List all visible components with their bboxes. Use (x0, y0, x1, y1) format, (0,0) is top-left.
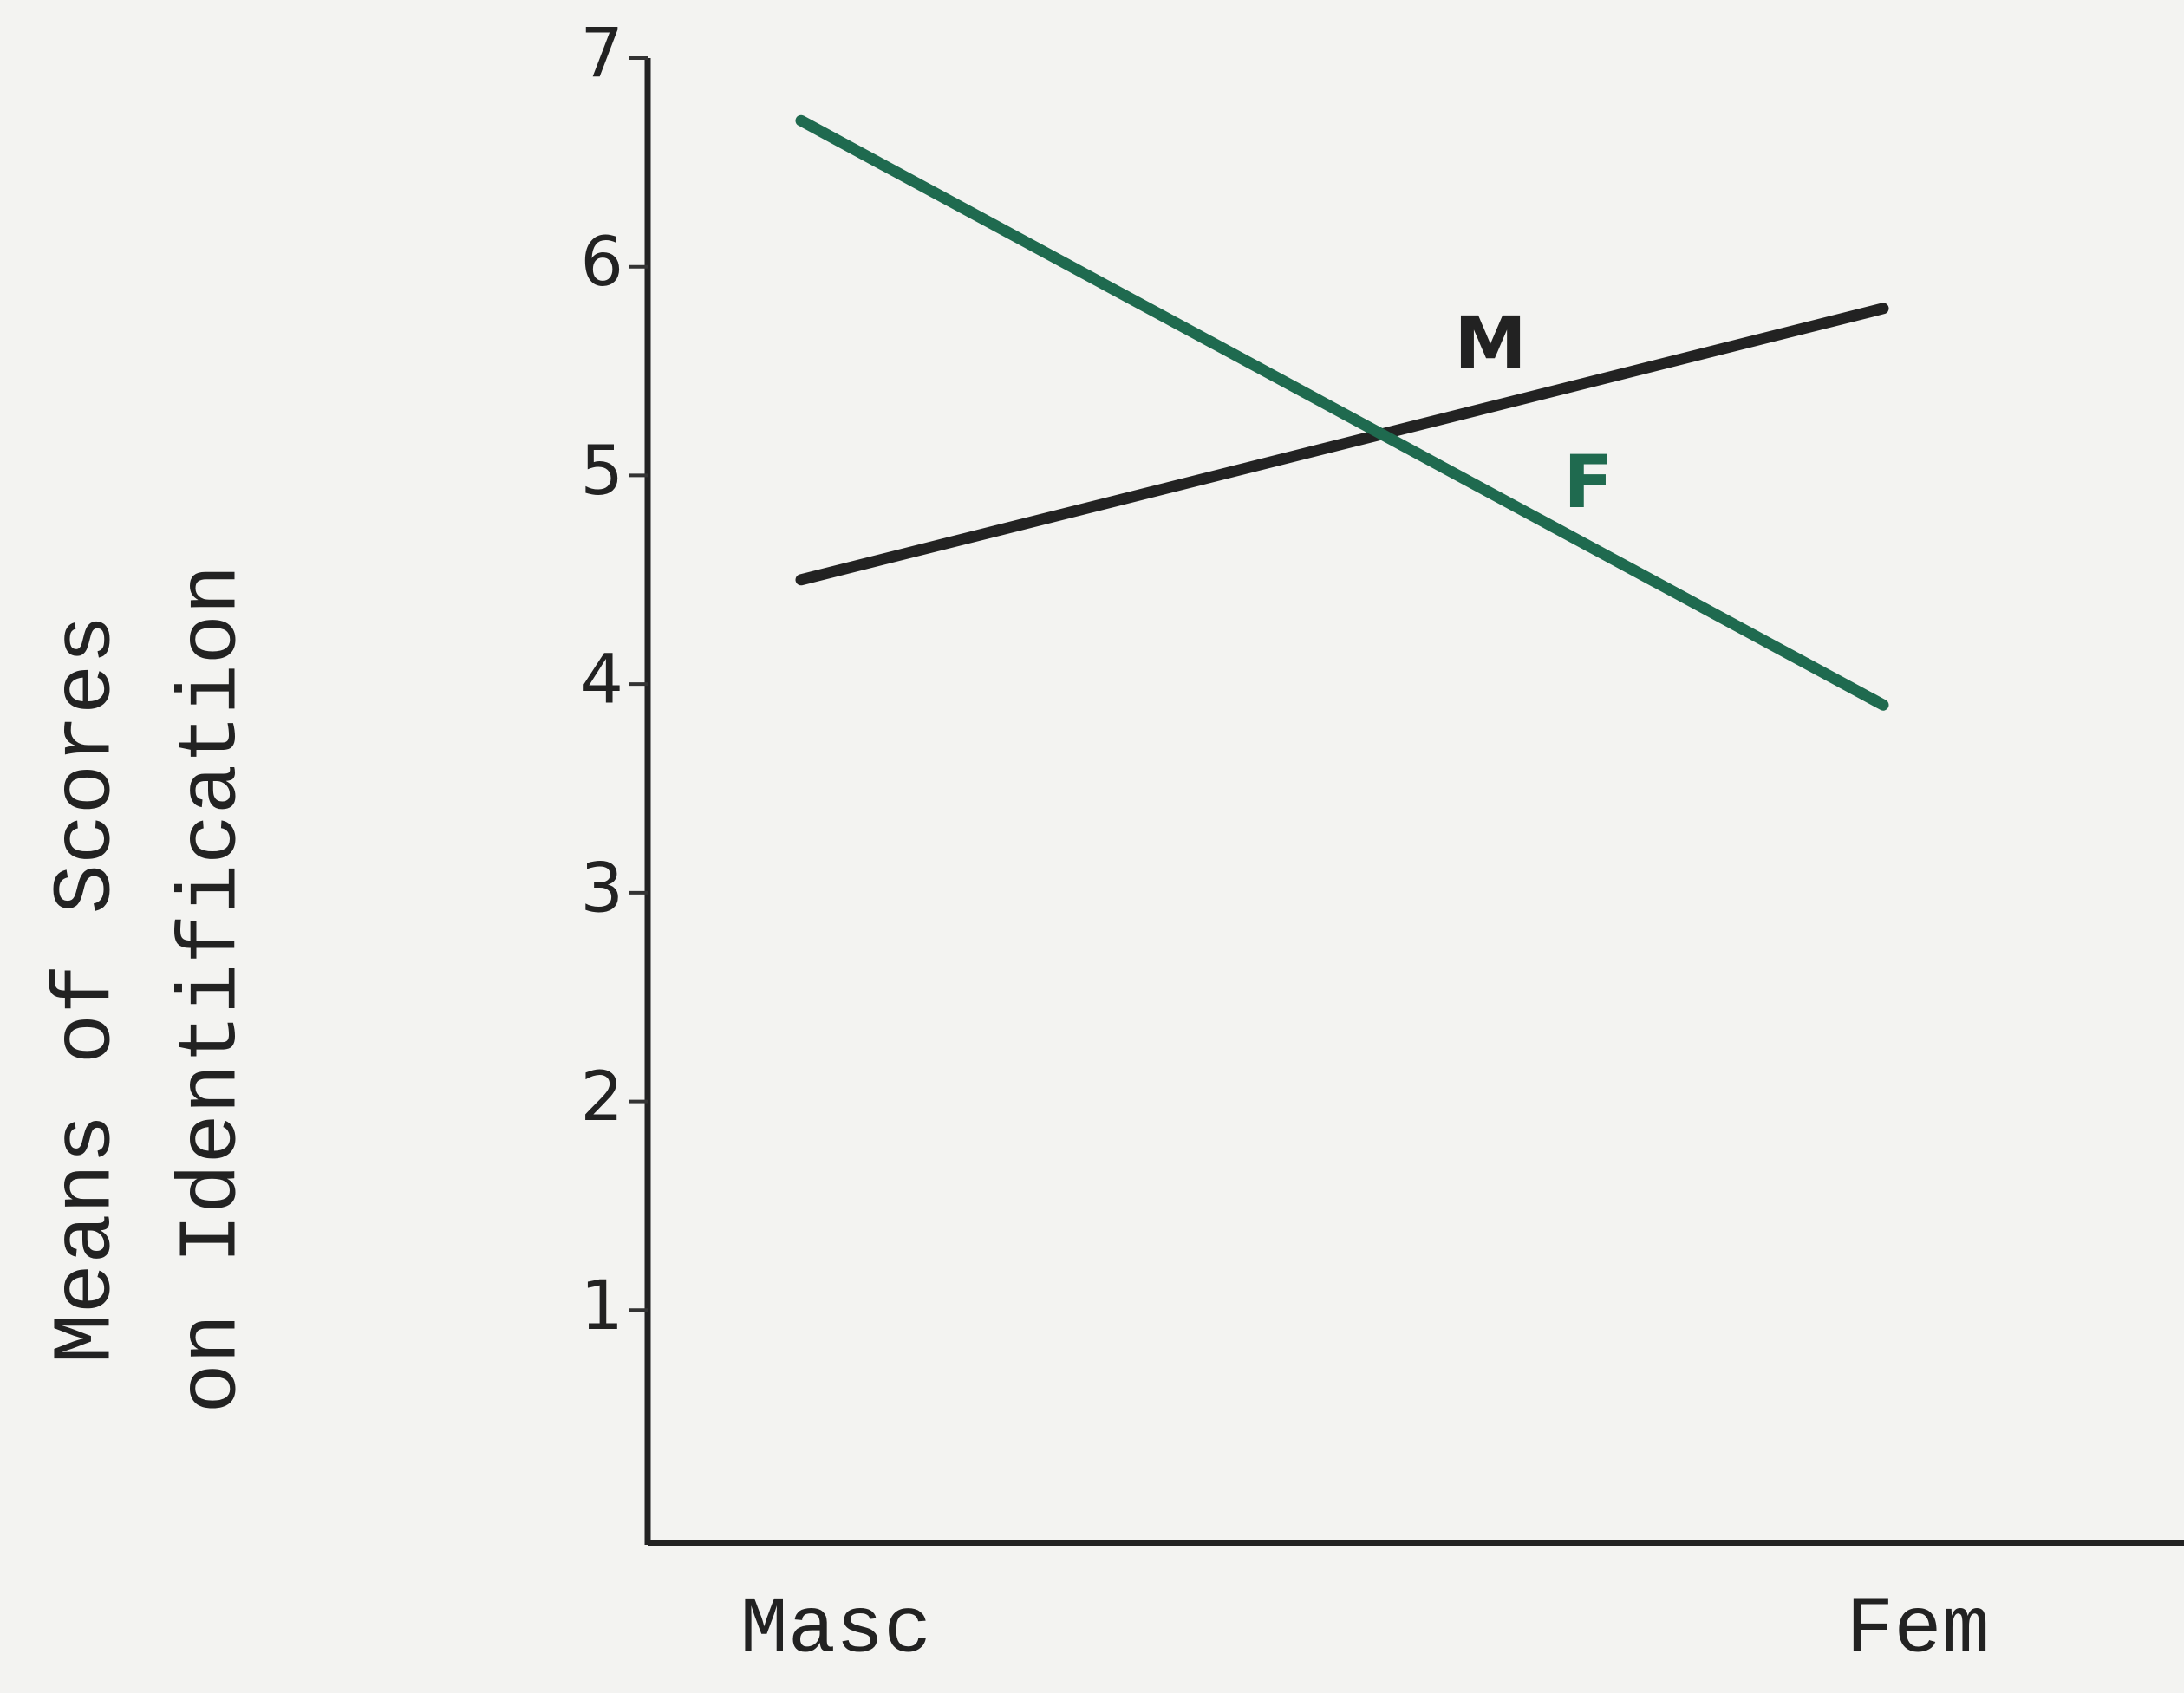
series-label: F (1563, 440, 1613, 524)
x-tick-label: Masc (740, 1584, 932, 1675)
x-tick-label: Fem (1846, 1584, 1990, 1675)
y-tick-label: 2 (580, 1058, 623, 1136)
y-tick-label: 1 (580, 1267, 623, 1345)
series-label: M (1454, 301, 1527, 386)
y-tick-label: 6 (580, 224, 623, 302)
y-tick-label: 3 (580, 850, 623, 928)
y-tick-label: 4 (580, 641, 623, 720)
y-tick-label: 7 (580, 15, 623, 93)
series-line (795, 303, 1889, 586)
series-line (795, 114, 1889, 711)
y-tick-label: 5 (580, 433, 623, 511)
y-axis-label: Means of Scores (39, 615, 134, 1364)
y-axis-label: on Identification (165, 564, 259, 1413)
